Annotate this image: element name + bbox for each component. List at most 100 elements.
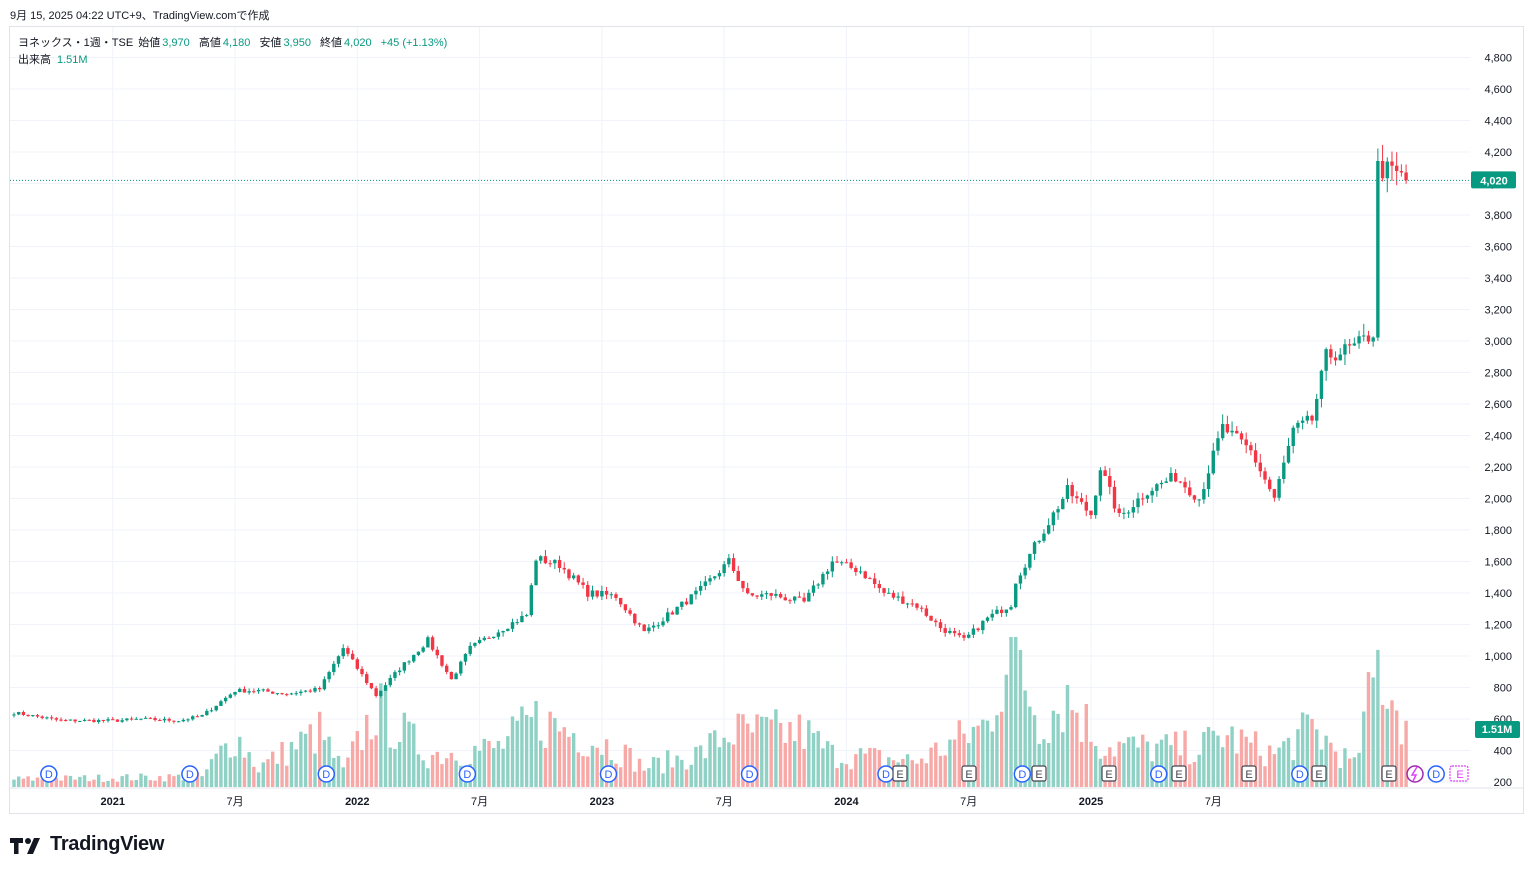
candle-body bbox=[369, 683, 374, 689]
earnings-marker bbox=[892, 765, 908, 782]
candle-body bbox=[661, 621, 665, 626]
dividend-marker-label: D bbox=[1432, 769, 1440, 781]
candle-body bbox=[134, 718, 138, 720]
candle-body bbox=[854, 567, 858, 573]
candle-body bbox=[1023, 567, 1027, 576]
volume-bar bbox=[242, 757, 247, 787]
earnings-marker bbox=[1101, 765, 1117, 782]
candle-body bbox=[1258, 462, 1262, 472]
dividend-marker bbox=[1291, 765, 1309, 783]
volume-bar bbox=[567, 736, 571, 787]
candle-body bbox=[435, 649, 439, 656]
candle-body bbox=[1268, 479, 1272, 490]
candle-body bbox=[487, 637, 491, 639]
candle-body bbox=[303, 690, 308, 692]
candle-body bbox=[1145, 495, 1150, 499]
candle-body bbox=[148, 717, 153, 719]
volume-bar bbox=[755, 714, 759, 787]
dividend-marker-label: D bbox=[1155, 769, 1163, 781]
candle-body bbox=[223, 697, 228, 702]
volume-bar bbox=[1070, 710, 1074, 787]
earnings-marker-label: E bbox=[1245, 769, 1252, 781]
volume-bar bbox=[1324, 735, 1328, 787]
volume-bar bbox=[1357, 752, 1361, 787]
time-tick-label: 7月 bbox=[471, 796, 488, 808]
volume-bar bbox=[412, 723, 416, 787]
candle-body bbox=[238, 688, 242, 692]
candle-body bbox=[1155, 484, 1159, 491]
volume-bar bbox=[477, 750, 482, 787]
volume-bar bbox=[774, 709, 778, 787]
volume-bar bbox=[1225, 735, 1230, 787]
candle-body bbox=[120, 720, 124, 722]
volume-bar bbox=[45, 779, 49, 787]
candle-body bbox=[534, 560, 538, 586]
candle-body bbox=[1108, 476, 1112, 487]
volume-bar bbox=[1305, 714, 1310, 787]
candle-body bbox=[379, 690, 383, 696]
candle-body bbox=[962, 635, 966, 638]
volume-bar bbox=[670, 767, 675, 787]
volume-bar bbox=[990, 731, 994, 787]
volume-bar bbox=[1404, 720, 1408, 787]
volume-bar bbox=[1329, 742, 1333, 787]
low-value: 3,950 bbox=[283, 37, 311, 49]
candle-body bbox=[788, 600, 792, 602]
candle-body bbox=[1188, 487, 1192, 496]
candle-body bbox=[1343, 344, 1347, 355]
candle-body bbox=[1079, 498, 1084, 502]
candle-body bbox=[421, 647, 425, 652]
candle-body bbox=[1263, 471, 1267, 480]
volume-bar bbox=[209, 759, 214, 787]
volume-bar bbox=[1014, 637, 1018, 787]
candle-body bbox=[713, 576, 717, 579]
volume-bar bbox=[200, 776, 204, 787]
dividend-marker bbox=[458, 765, 477, 783]
candle-body bbox=[1357, 336, 1361, 344]
volume-bar bbox=[604, 739, 609, 787]
volume-bar bbox=[1347, 758, 1352, 787]
candle-body bbox=[101, 719, 106, 721]
candle-body bbox=[31, 715, 35, 717]
volume-bar bbox=[713, 730, 717, 787]
tradingview-logo[interactable]: TradingView bbox=[10, 833, 164, 856]
earnings-marker bbox=[1241, 765, 1257, 782]
candle-body bbox=[1272, 489, 1277, 498]
volume-bar bbox=[35, 777, 40, 787]
candle-body bbox=[87, 719, 91, 721]
candle-body bbox=[1371, 337, 1375, 342]
candle-body bbox=[1315, 398, 1319, 421]
candle-body bbox=[1093, 495, 1098, 516]
candle-body bbox=[1202, 489, 1206, 500]
volume-bar bbox=[595, 747, 599, 787]
candle-body bbox=[750, 593, 755, 596]
volume-bar bbox=[1216, 735, 1220, 787]
candle-body bbox=[868, 578, 872, 580]
volume-bar bbox=[825, 741, 830, 787]
earnings-marker-label: E bbox=[965, 769, 972, 781]
candle-body bbox=[887, 592, 891, 594]
candle-body bbox=[651, 625, 656, 628]
price-tick-label: 1,600 bbox=[1484, 557, 1512, 569]
candle-body bbox=[604, 590, 609, 595]
candle-body bbox=[1070, 485, 1074, 497]
volume-bar bbox=[1098, 758, 1103, 787]
volume-bar bbox=[1004, 674, 1009, 787]
volume-bar bbox=[219, 745, 223, 787]
candle-body bbox=[49, 717, 54, 719]
volume-bar bbox=[778, 722, 783, 787]
candle-body bbox=[778, 593, 783, 598]
volume-bar bbox=[1056, 713, 1060, 787]
candle-body bbox=[924, 608, 929, 616]
candle-body bbox=[990, 613, 994, 618]
candle-body bbox=[440, 655, 444, 666]
volume-bar bbox=[1126, 737, 1131, 787]
candle-body bbox=[261, 689, 265, 691]
volume-bar bbox=[393, 748, 397, 787]
candle-body bbox=[600, 590, 604, 597]
volume-bar bbox=[1230, 726, 1234, 787]
candle-body bbox=[73, 719, 77, 722]
candle-body bbox=[228, 694, 233, 698]
candle-body bbox=[952, 630, 957, 634]
